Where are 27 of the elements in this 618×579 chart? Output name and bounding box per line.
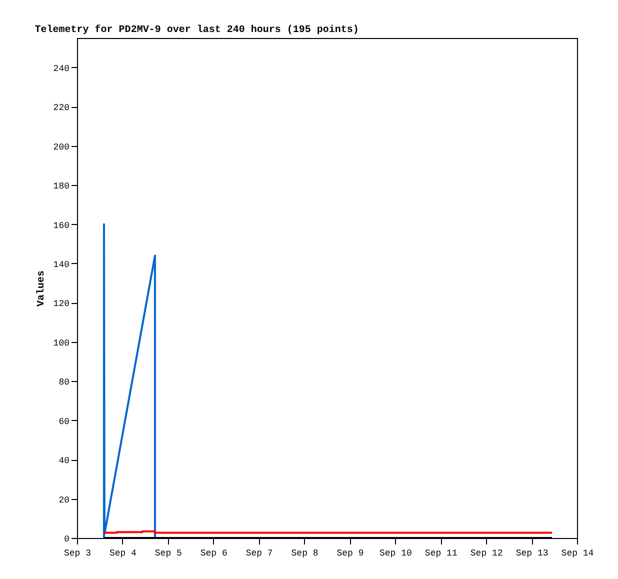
y-tick-label: 180 (53, 182, 70, 192)
y-tick-label: 200 (53, 142, 70, 152)
x-tick-label: Sep 10 (379, 548, 412, 558)
y-tick-label: 20 (58, 495, 70, 506)
y-tick-label: 80 (58, 378, 70, 388)
chart-title: Telemetry for PD2MV-9 over last 240 hours (195 points) (34, 24, 359, 36)
x-tick-label: Sep 9 (336, 548, 364, 558)
x-tick-label: Sep 6 (200, 548, 228, 558)
y-tick-label: 100 (53, 338, 70, 348)
x-tick-label: Sep 14 (561, 548, 594, 558)
x-tick-label: Sep 13 (516, 548, 548, 558)
y-tick-label: 60 (58, 416, 70, 427)
y-tick-label: 120 (53, 299, 70, 310)
x-tick-label: Sep 5 (154, 548, 182, 558)
x-tick-label: Sep 3 (64, 548, 92, 558)
x-tick-label: Sep 12 (470, 548, 503, 558)
x-tick-label: Sep 11 (424, 548, 458, 558)
y-axis-title: Values (35, 270, 48, 307)
y-tick-label: 40 (58, 456, 70, 466)
x-tick-label: Sep 8 (291, 548, 318, 558)
y-tick-label: 160 (53, 220, 70, 231)
y-tick-label: 220 (53, 103, 70, 114)
y-tick-label: 140 (53, 260, 70, 270)
y-tick-label: 240 (53, 64, 70, 74)
x-tick-label: Sep 7 (246, 548, 273, 558)
x-tick-label: Sep 4 (109, 548, 136, 558)
y-tick-label: 0 (64, 534, 70, 544)
